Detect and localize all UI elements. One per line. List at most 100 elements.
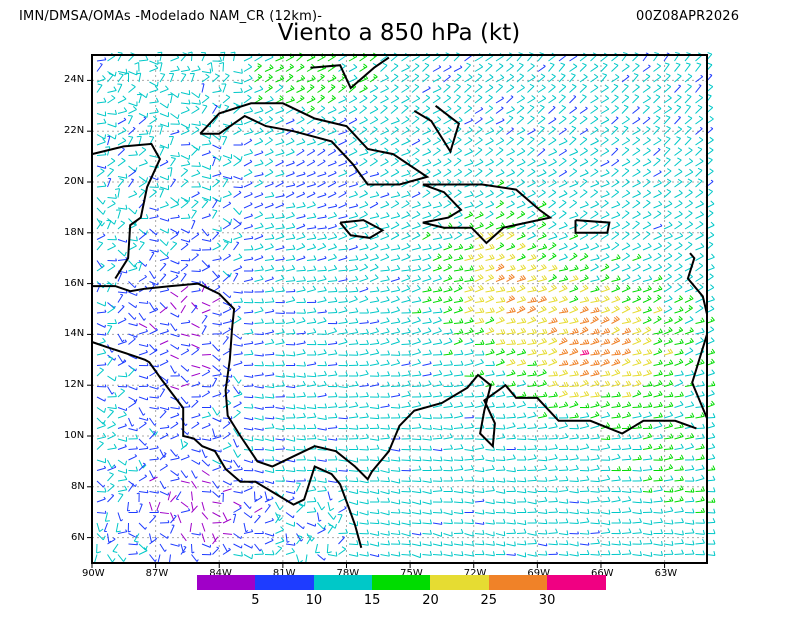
- wind-barb: [159, 218, 170, 222]
- wind-barb: [369, 137, 379, 146]
- wind-barb: [495, 96, 504, 104]
- wind-barb: [296, 95, 305, 104]
- wind-barb: [359, 201, 369, 209]
- wind-barb: [117, 339, 127, 345]
- wind-barb: [380, 424, 390, 430]
- wind-barb: [233, 185, 243, 189]
- wind-barb: [474, 264, 485, 272]
- coastline: [310, 56, 390, 90]
- wind-barb: [327, 106, 337, 114]
- wind-barb: [107, 200, 116, 209]
- wind-barb: [611, 241, 620, 251]
- wind-barb: [243, 138, 253, 146]
- wind-barb: [653, 179, 662, 188]
- wind-barb: [506, 519, 516, 525]
- lon-tick-label: 81W: [272, 568, 296, 579]
- wind-barb: [243, 501, 252, 510]
- wind-barb: [495, 518, 506, 524]
- wind-barb: [390, 200, 400, 209]
- wind-barb: [264, 446, 275, 452]
- wind-barb: [124, 72, 130, 83]
- wind-barb: [159, 340, 169, 345]
- wind-barb: [264, 504, 271, 513]
- wind-barb: [674, 232, 684, 240]
- wind-barb: [180, 178, 189, 188]
- wind-barb: [117, 384, 128, 388]
- wind-barb: [443, 476, 453, 482]
- wind-barb: [411, 296, 422, 303]
- wind-barb: [485, 348, 495, 356]
- wind-barb: [527, 305, 537, 314]
- wind-barb: [411, 285, 421, 293]
- wind-barb: [191, 480, 197, 489]
- wind-barb: [527, 499, 537, 505]
- wind-barb: [306, 533, 315, 542]
- wind-barb: [579, 403, 590, 409]
- wind-barb: [401, 116, 410, 125]
- wind-barb: [516, 52, 524, 62]
- wind-barb: [380, 127, 389, 135]
- wind-barb: [569, 400, 579, 408]
- wind-barb: [170, 476, 180, 482]
- wind-barb: [149, 510, 159, 514]
- wind-barb: [170, 291, 179, 298]
- wind-barb: [632, 433, 642, 440]
- wind-barb: [348, 182, 359, 188]
- wind-barb: [506, 273, 515, 282]
- wind-barb: [380, 253, 390, 261]
- wind-barb: [296, 181, 306, 188]
- coastline: [574, 219, 611, 234]
- wind-barb: [96, 384, 107, 388]
- wind-barb: [411, 337, 421, 345]
- wind-barb: [674, 432, 684, 440]
- wind-barb: [191, 505, 198, 513]
- wind-barb: [296, 242, 306, 251]
- wind-barb: [632, 370, 642, 377]
- wind-barb: [600, 316, 610, 324]
- wind-barb: [275, 381, 285, 387]
- wind-barb: [222, 512, 228, 521]
- wind-barb: [401, 284, 411, 293]
- wind-barb: [663, 83, 672, 93]
- wind-barb: [632, 94, 640, 104]
- wind-barb: [159, 512, 169, 515]
- wind-barb: [380, 286, 390, 293]
- wind-barb: [207, 62, 213, 72]
- wind-barb: [338, 297, 348, 303]
- wind-barb: [516, 179, 525, 188]
- wind-barb: [233, 343, 243, 347]
- wind-barb: [579, 379, 589, 387]
- wind-barb: [338, 202, 348, 209]
- wind-barb: [128, 386, 138, 391]
- wind-barb: [548, 158, 557, 167]
- wind-barb: [632, 147, 641, 156]
- wind-barb: [527, 316, 537, 324]
- wind-barb: [275, 501, 284, 511]
- wind-barb: [411, 392, 422, 398]
- wind-barb: [220, 51, 226, 62]
- wind-barb: [296, 255, 306, 261]
- wind-barb: [285, 118, 295, 125]
- wind-barb: [285, 351, 296, 357]
- wind-barb: [243, 74, 253, 83]
- wind-barb: [264, 436, 275, 442]
- wind-barb: [558, 508, 569, 514]
- wind-barb: [138, 129, 149, 135]
- wind-barb: [621, 52, 628, 62]
- wind-barb: [222, 190, 232, 198]
- wind-barb: [684, 357, 694, 366]
- wind-barb: [96, 367, 104, 377]
- wind-barb: [233, 87, 243, 93]
- wind-barb: [201, 260, 210, 268]
- wind-barb: [369, 382, 380, 387]
- wind-barb: [558, 348, 569, 356]
- wind-barb: [337, 513, 343, 524]
- wind-barb: [96, 309, 107, 314]
- wind-barb: [138, 260, 148, 267]
- wind-barb: [674, 126, 683, 135]
- wind-barb: [443, 306, 453, 314]
- wind-barb: [537, 115, 546, 125]
- wind-barb: [326, 543, 332, 554]
- wind-barb: [600, 274, 610, 282]
- wind-barb: [264, 329, 275, 335]
